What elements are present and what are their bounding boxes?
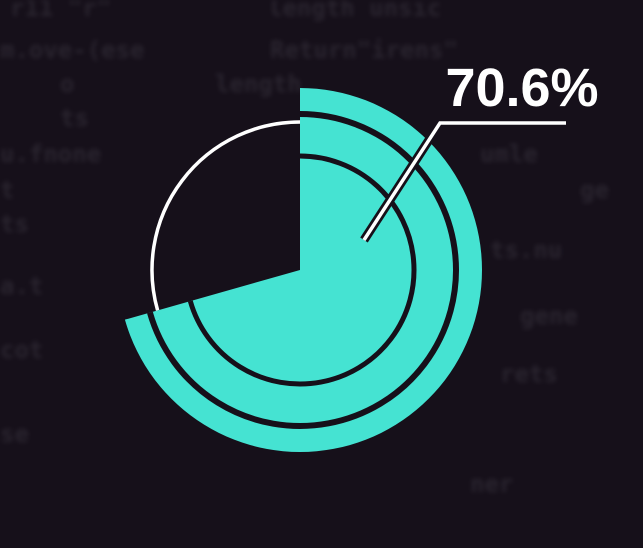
inner-ring-outer [147,111,459,429]
data-label: 70.6% [445,58,598,118]
leader-line [362,121,566,241]
pie-slice-main [124,88,482,453]
pie-slice-remainder-outline [150,120,301,311]
inner-ring-inner [187,153,417,387]
